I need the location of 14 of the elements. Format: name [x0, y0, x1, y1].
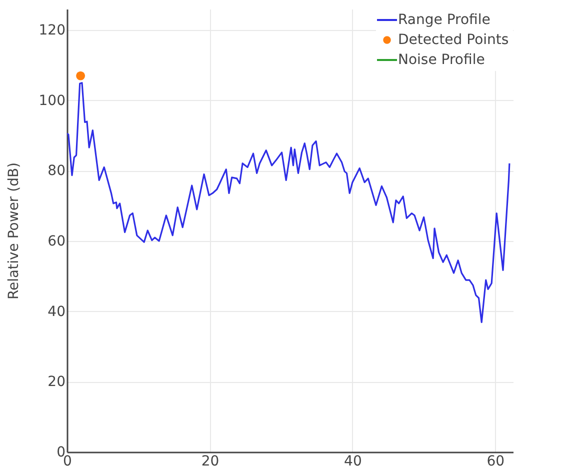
line-series [67, 82, 510, 324]
x-tick-label: 40 [344, 454, 362, 470]
y-axis-title: Relative Power (dB) [6, 162, 22, 300]
legend-label: Noise Profile [398, 52, 485, 68]
legend-label: Range Profile [398, 12, 490, 28]
legend-label: Detected Points [398, 32, 509, 48]
y-tick-label: 20 [48, 374, 66, 390]
y-tick-label: 80 [48, 163, 66, 180]
x-tick-label: 60 [486, 454, 505, 470]
y-tick-label: 60 [48, 234, 66, 250]
x-tick-label: 20 [201, 454, 220, 470]
y-tick-label: 40 [48, 304, 66, 320]
y-tick-label: 120 [38, 22, 66, 39]
y-tick-label: 100 [38, 92, 66, 109]
